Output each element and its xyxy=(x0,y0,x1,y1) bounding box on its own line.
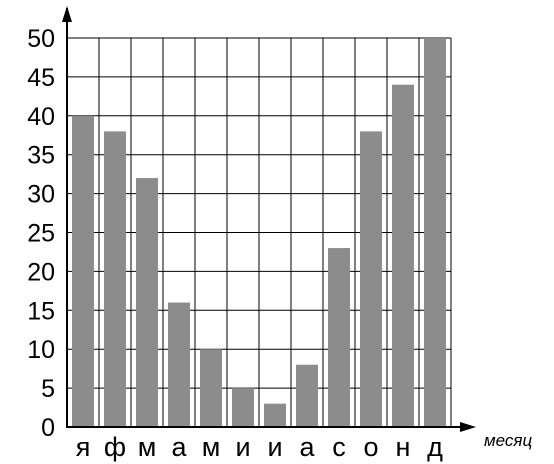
y-tick-label: 15 xyxy=(27,297,55,325)
bar xyxy=(328,248,350,427)
y-tick-label: 30 xyxy=(27,181,55,209)
x-tick-label: я xyxy=(76,432,91,462)
bar xyxy=(392,85,414,427)
y-tick-label: 20 xyxy=(27,258,55,286)
y-tick-label: 0 xyxy=(41,414,55,442)
y-tick-label: 40 xyxy=(27,103,55,131)
x-axis-arrow-icon xyxy=(460,422,476,432)
x-tick-label: д xyxy=(427,432,443,462)
x-tick-label: а xyxy=(299,432,315,462)
bar xyxy=(200,349,222,427)
y-tick-label: 45 xyxy=(27,64,55,92)
y-tick-labels: 0 5 10 15 20 25 30 35 40 45 50 xyxy=(27,25,55,442)
y-tick-label: 35 xyxy=(27,142,55,170)
x-tick-label: а xyxy=(171,432,187,462)
y-axis-arrow-icon xyxy=(62,6,72,22)
bar xyxy=(424,38,446,427)
y-tick-label: 10 xyxy=(27,336,55,364)
x-tick-label: н xyxy=(396,432,411,462)
bar xyxy=(232,388,254,427)
bar xyxy=(360,131,382,427)
y-tick-label: 5 xyxy=(41,375,55,403)
x-tick-label: и xyxy=(235,432,250,462)
x-tick-label: м xyxy=(138,432,157,462)
y-tick-label: 25 xyxy=(27,220,55,248)
bar xyxy=(104,131,126,427)
x-tick-label: ф xyxy=(104,432,126,462)
bar xyxy=(296,365,318,427)
x-axis-label: месяц xyxy=(484,431,532,450)
x-tick-label: о xyxy=(363,432,378,462)
y-tick-label: 50 xyxy=(27,25,55,53)
bar xyxy=(264,404,286,427)
x-tick-label: м xyxy=(202,432,221,462)
bar xyxy=(136,178,158,427)
bar xyxy=(72,116,94,427)
bar xyxy=(168,303,190,427)
x-tick-label: с xyxy=(332,432,346,462)
x-tick-label: и xyxy=(267,432,282,462)
